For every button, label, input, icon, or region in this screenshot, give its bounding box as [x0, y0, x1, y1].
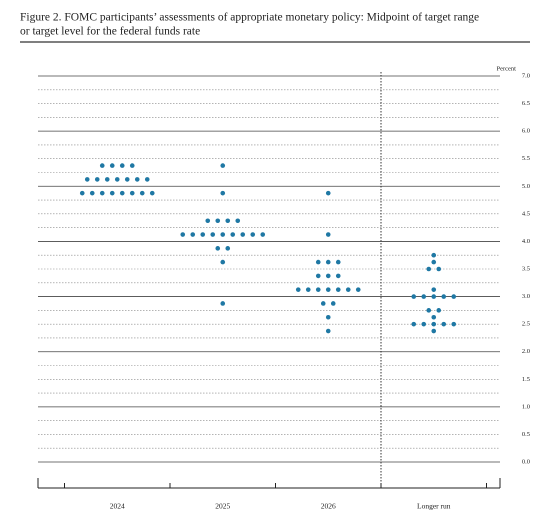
- dot: [436, 308, 442, 313]
- y-tick-label: 4.5: [522, 210, 530, 217]
- y-tick-label: 2.0: [522, 348, 530, 355]
- dot: [124, 177, 130, 182]
- x-tick-label: 2024: [110, 502, 125, 511]
- dot: [431, 287, 437, 292]
- y-tick-label: 3.5: [522, 265, 530, 272]
- dot: [325, 190, 331, 196]
- dot: [119, 190, 125, 196]
- dot: [315, 287, 321, 292]
- dot: [205, 218, 211, 224]
- x-tick-label: 2025: [215, 502, 230, 511]
- dot: [426, 308, 432, 313]
- x-tick-label: 2026: [321, 502, 336, 511]
- dot: [431, 321, 437, 327]
- dot: [220, 301, 226, 306]
- dot: [441, 294, 447, 299]
- chart-subtitle: or target level for the federal funds ra…: [20, 26, 200, 38]
- dot: [431, 252, 437, 258]
- dot: [220, 190, 226, 196]
- dot: [215, 218, 221, 224]
- dot: [139, 190, 145, 196]
- chart-title: Figure 2. FOMC participants’ assessments…: [20, 12, 479, 24]
- dot: [355, 287, 361, 292]
- y-tick-label: 5.5: [522, 155, 530, 162]
- dot: [89, 190, 95, 196]
- dot: [411, 294, 417, 299]
- dot: [335, 287, 341, 292]
- dot: [109, 163, 115, 168]
- dot: [225, 246, 231, 251]
- dot: [320, 301, 326, 306]
- dot: [94, 177, 100, 182]
- dot: [305, 287, 311, 292]
- dot: [431, 294, 437, 299]
- dot: [109, 190, 115, 196]
- dot: [225, 218, 231, 224]
- dot: [134, 177, 140, 182]
- dot: [235, 218, 241, 224]
- dot: [421, 321, 427, 327]
- dot: [79, 190, 85, 196]
- dot: [190, 232, 196, 237]
- dot: [325, 328, 331, 334]
- dot: [295, 287, 301, 292]
- dot: [99, 190, 105, 196]
- dot: [325, 273, 331, 279]
- y-tick-label: 0.5: [522, 431, 530, 438]
- dot: [315, 259, 321, 265]
- dot: [436, 266, 442, 272]
- dot: [220, 163, 226, 168]
- y-tick-label: 4.0: [522, 238, 530, 245]
- dot: [250, 232, 256, 237]
- x-tick-label: Longer run: [417, 502, 451, 511]
- dot: [260, 232, 266, 237]
- dot: [104, 177, 110, 182]
- dot: [129, 163, 135, 168]
- dot: [426, 266, 432, 272]
- dot: [84, 177, 90, 182]
- y-tick-label: 3.0: [522, 293, 530, 300]
- dot: [240, 232, 246, 237]
- y-tick-label: 6.5: [522, 100, 530, 107]
- y-tick-label: 7.0: [522, 72, 530, 79]
- y-tick-label: 5.0: [522, 183, 530, 190]
- dot: [431, 314, 437, 320]
- dot: [335, 259, 341, 265]
- y-tick-label: 6.0: [522, 128, 530, 135]
- dot: [411, 321, 417, 327]
- dot: [451, 321, 457, 327]
- dot: [325, 287, 331, 292]
- dot: [119, 163, 125, 168]
- y-tick-label: 1.0: [522, 403, 530, 410]
- dot: [431, 259, 437, 265]
- dot: [441, 321, 447, 327]
- dot: [325, 232, 331, 237]
- dot: [144, 177, 150, 182]
- dot: [114, 177, 120, 182]
- dot: [220, 259, 226, 265]
- y-axis-label: Percent: [497, 65, 517, 72]
- dot: [325, 314, 331, 320]
- dot: [200, 232, 206, 237]
- dot: [451, 294, 457, 299]
- dot: [325, 259, 331, 265]
- dot: [129, 190, 135, 196]
- y-tick-label: 0.0: [522, 458, 530, 465]
- dot: [220, 232, 226, 237]
- dot: [431, 328, 437, 334]
- dot: [99, 163, 105, 168]
- y-tick-label: 1.5: [522, 376, 530, 383]
- dot: [215, 246, 221, 251]
- dot: [210, 232, 216, 237]
- dot: [345, 287, 351, 292]
- dot: [335, 273, 341, 279]
- dot: [230, 232, 236, 237]
- dot: [180, 232, 186, 237]
- y-tick-label: 2.5: [522, 321, 530, 328]
- dot: [149, 190, 155, 196]
- dot: [421, 294, 427, 299]
- dot: [315, 273, 321, 279]
- dot: [330, 301, 336, 306]
